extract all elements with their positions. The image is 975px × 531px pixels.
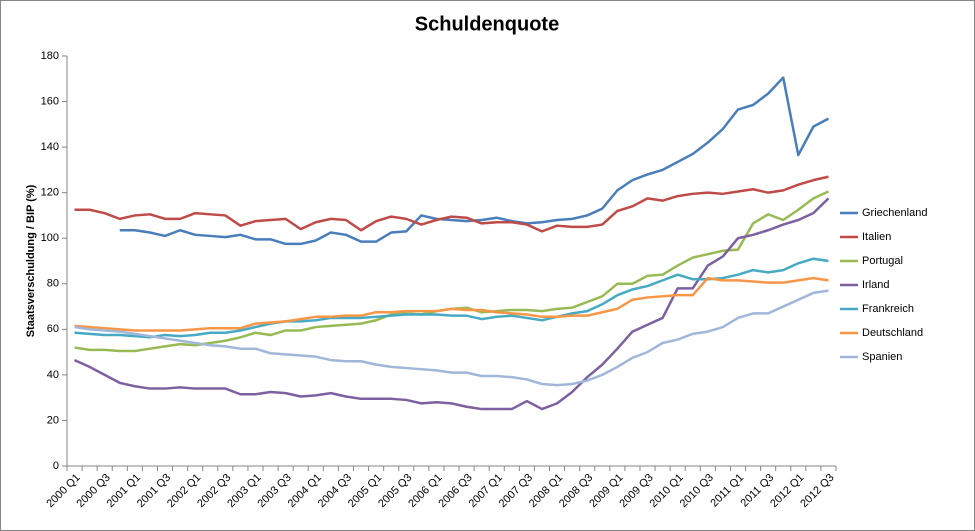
legend-label: Portugal (862, 255, 903, 267)
legend-label: Griechenland (862, 207, 927, 219)
legend-label: Italien (862, 231, 891, 243)
legend-label: Irland (862, 279, 890, 291)
series-line (74, 175, 829, 233)
chart-title: Schuldenquote (415, 13, 559, 35)
legend-label: Deutschland (862, 327, 923, 339)
series-line (74, 257, 829, 339)
y-tick-label: 40 (47, 369, 59, 381)
legend-label: Frankreich (862, 303, 914, 315)
series-line (74, 197, 830, 411)
y-tick-label: 20 (47, 414, 59, 426)
series-line (74, 276, 829, 332)
y-tick-label: 140 (41, 141, 59, 153)
y-tick-label: 80 (47, 278, 59, 290)
y-tick-label: 180 (41, 50, 59, 62)
y-tick-label: 60 (47, 323, 59, 335)
y-tick-label: 100 (41, 232, 59, 244)
y-tick-label: 160 (41, 95, 59, 107)
y-tick-label: 0 (53, 460, 59, 472)
y-axis-label: Staatsverschuldung / BIP (%) (25, 184, 37, 337)
y-tick-label: 120 (41, 187, 59, 199)
legend-label: Spanien (862, 351, 902, 363)
series-line (74, 289, 829, 387)
